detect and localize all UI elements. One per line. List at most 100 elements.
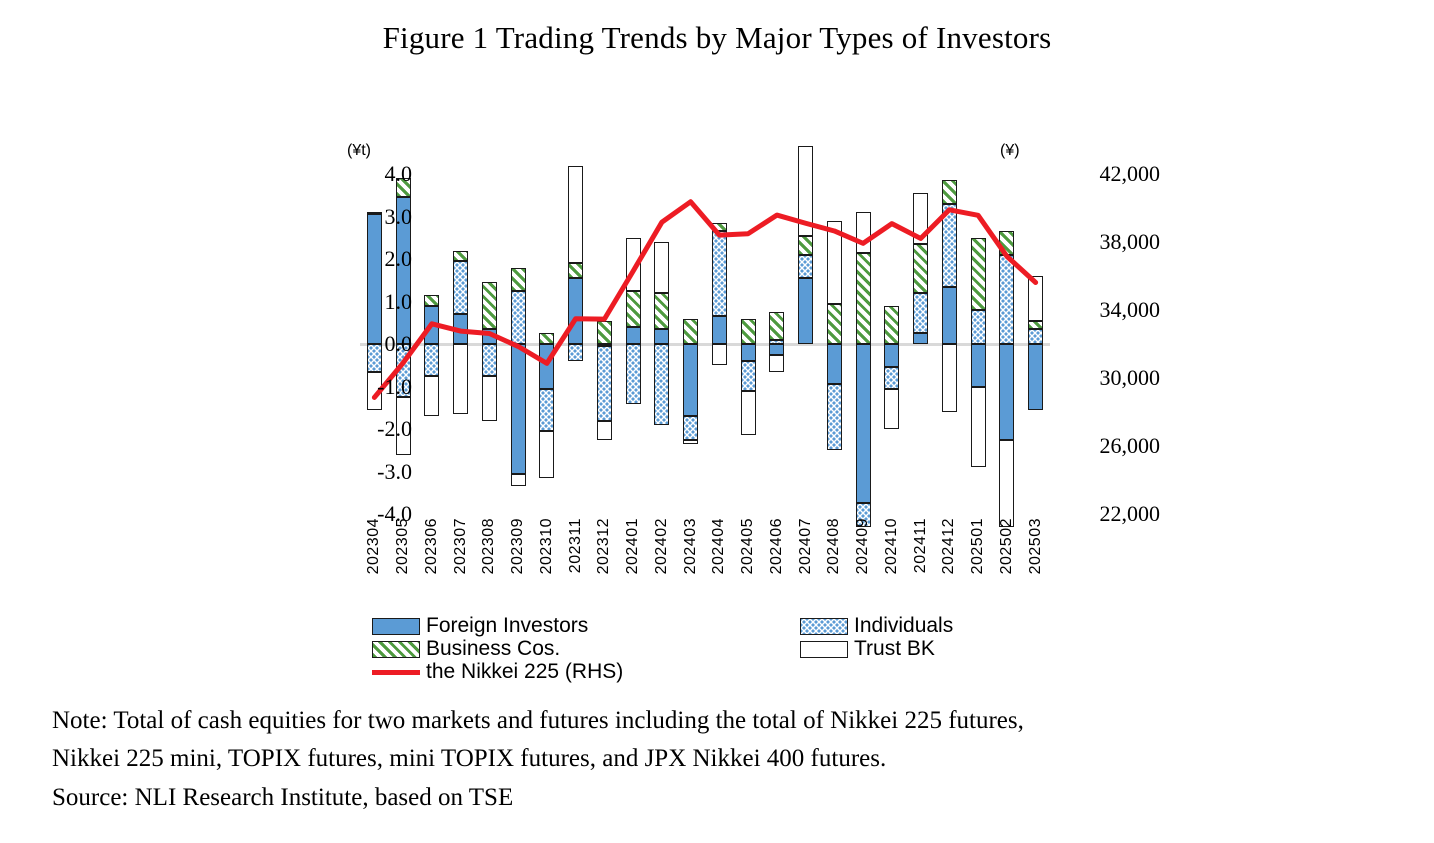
source-line: Source: NLI Research Institute, based on… <box>52 783 514 811</box>
y-tick-left: 4.0 <box>384 161 413 186</box>
x-axis-label: 202401 <box>624 518 642 575</box>
bar-segment <box>366 212 382 215</box>
bar-column[interactable] <box>884 174 900 514</box>
bar-segment <box>941 344 957 412</box>
y-tick-right: 22,000 <box>1099 501 1161 526</box>
right-axis-unit: (¥) <box>1000 142 1020 159</box>
bar-segment <box>855 344 871 504</box>
bar-column[interactable] <box>625 174 641 514</box>
bar-segment <box>941 203 957 287</box>
bar-column[interactable] <box>654 174 670 514</box>
bar-segment <box>481 375 497 421</box>
bar-segment <box>855 503 871 527</box>
bar-segment <box>596 420 612 440</box>
x-axis-label: 202404 <box>710 518 728 575</box>
bar-column[interactable] <box>481 174 497 514</box>
bar-segment <box>654 344 670 425</box>
legend-item-trust: Trust BK <box>800 637 935 661</box>
bar-segment <box>596 346 612 421</box>
bar-column[interactable] <box>596 174 612 514</box>
x-axis-label: 202408 <box>825 518 843 575</box>
legend-label-individuals: Individuals <box>854 614 954 637</box>
x-axis-label: 202501 <box>969 518 987 575</box>
bar-segment <box>798 146 814 236</box>
bar-segment <box>395 178 411 198</box>
y-tick-left: -3.0 <box>377 458 412 484</box>
x-axis-label: 202405 <box>739 518 757 575</box>
x-axis-label: 202305 <box>394 518 412 575</box>
legend-label-nikkei: the Nikkei 225 (RHS) <box>426 660 624 683</box>
bar-segment <box>999 439 1015 527</box>
bar-column[interactable] <box>683 174 699 514</box>
bar-segment <box>970 344 986 387</box>
bar-segment <box>424 375 440 417</box>
y-tick-left: -4.0 <box>377 501 412 526</box>
bar-segment <box>740 318 756 344</box>
zero-line <box>360 342 1050 346</box>
bar-segment <box>654 293 670 330</box>
x-axis-label: 202310 <box>537 518 555 575</box>
chart-area: (¥t) (¥) 4.0 3.0 2.0 1.0 0.0 -1.0 -2.0 -3.0 -4.0… <box>295 140 1160 574</box>
bar-segment <box>625 327 641 344</box>
bar-segment <box>453 261 469 315</box>
bar-segment <box>510 473 526 487</box>
bar-segment <box>481 282 497 330</box>
bar-column[interactable] <box>769 174 785 514</box>
bar-segment <box>395 197 411 344</box>
bar-segment <box>913 293 929 334</box>
bar-segment <box>395 397 411 455</box>
bar-segment <box>711 344 727 366</box>
x-axis-label: 202304 <box>365 518 383 575</box>
bar-column[interactable] <box>798 146 814 514</box>
bar-segment <box>654 242 670 293</box>
bar-column[interactable] <box>539 174 555 514</box>
bar-segment <box>913 333 929 344</box>
bar-column[interactable] <box>366 174 382 514</box>
bar-segment <box>366 344 382 372</box>
x-axis-label: 202306 <box>422 518 440 575</box>
bar-column[interactable] <box>740 174 756 514</box>
bar-segment <box>884 305 900 344</box>
bar-column[interactable] <box>1028 174 1044 514</box>
x-axis-label: 202311 <box>566 518 584 574</box>
bar-segment <box>568 263 584 279</box>
page-title: Figure 1 Trading Trends by Major Types o… <box>382 20 1052 55</box>
x-axis-label: 202402 <box>652 518 670 575</box>
bar-segment <box>568 165 584 264</box>
bar-segment <box>1028 329 1044 344</box>
bar-segment <box>884 367 900 389</box>
legend-item-foreign: Foreign Investors <box>372 614 588 638</box>
bar-column[interactable] <box>826 174 842 514</box>
bar-segment <box>481 344 497 376</box>
bar-segment <box>826 384 842 451</box>
bar-segment <box>913 244 929 293</box>
bar-segment <box>769 344 785 355</box>
trust-swatch-icon <box>800 640 848 658</box>
bar-column[interactable] <box>970 174 986 514</box>
bar-segment <box>798 278 814 344</box>
x-axis-label: 202412 <box>940 518 958 575</box>
x-axis-label: 202309 <box>509 518 527 575</box>
y-tick-right: 26,000 <box>1099 433 1161 458</box>
bar-segment <box>798 254 814 279</box>
nikkei-line-chart <box>371 199 1039 400</box>
legend-label-business: Business Cos. <box>426 637 561 660</box>
legend-label-trust: Trust BK <box>854 637 935 660</box>
x-axis-label: 202403 <box>681 518 699 575</box>
bar-column[interactable] <box>510 174 526 514</box>
bar-column[interactable] <box>941 174 957 514</box>
bar-segment <box>539 431 555 478</box>
bar-segment <box>1028 276 1044 321</box>
x-axis-label: 202308 <box>480 518 498 575</box>
bar-segment <box>769 354 785 372</box>
y-tick-right: 38,000 <box>1099 229 1161 254</box>
bar-segment <box>826 344 842 385</box>
y-tick-left: -2.0 <box>377 416 412 441</box>
left-axis-unit: (¥t) <box>347 142 371 159</box>
bar-segment <box>970 310 986 344</box>
bar-segment <box>711 316 727 344</box>
x-axis-label: 202409 <box>854 518 872 575</box>
bar-segment <box>568 344 584 361</box>
bar-segment <box>539 388 555 432</box>
bar-segment <box>683 439 699 444</box>
